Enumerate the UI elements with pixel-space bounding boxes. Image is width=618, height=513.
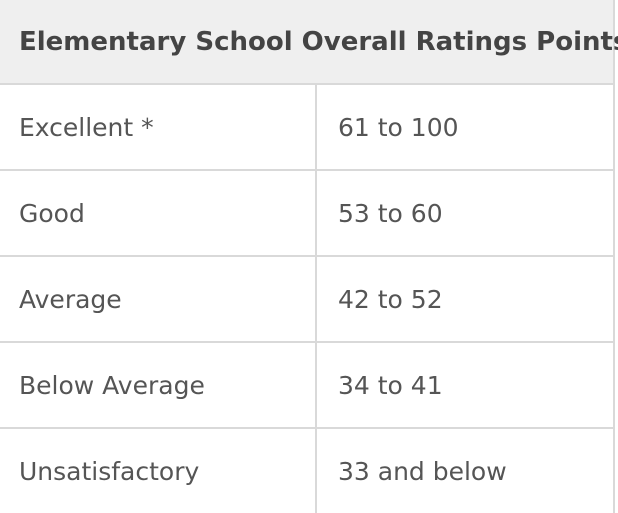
table-header: Elementary School Overall Ratings Points xyxy=(0,0,618,85)
rating-cell: Average xyxy=(0,256,316,343)
points-cell: 33 and below xyxy=(315,428,614,513)
rating-cell: Unsatisfactory xyxy=(19,456,200,486)
table-row: Excellent * 61 to 100 xyxy=(0,84,614,171)
points-cell: 42 to 52 xyxy=(315,256,614,343)
points-cell: 34 to 41 xyxy=(315,342,614,429)
table-row: Good 53 to 60 xyxy=(0,170,614,257)
table-row: Average 42 to 52 xyxy=(0,256,614,343)
table-row: Below Average 34 to 41 xyxy=(0,342,614,429)
rating-cell: Good xyxy=(0,170,316,257)
rating-cell: Below Average xyxy=(0,342,316,429)
table-row: Unsatisfactory 33 and below xyxy=(0,428,614,513)
points-cell: 61 to 100 xyxy=(315,84,614,171)
table-header-row: Elementary School Overall Ratings Points xyxy=(0,0,618,85)
points-cell: 53 to 60 xyxy=(315,170,614,257)
rating-cell: Excellent * xyxy=(0,84,316,171)
